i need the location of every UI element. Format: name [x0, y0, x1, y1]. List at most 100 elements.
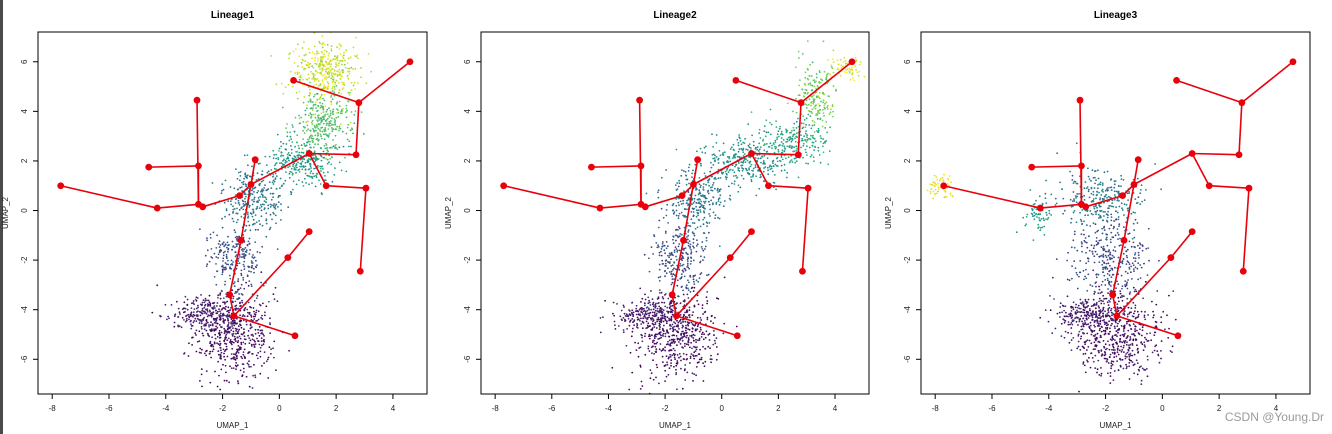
data-point [630, 335, 633, 338]
data-point [314, 93, 316, 96]
data-point [258, 343, 261, 346]
data-point [228, 314, 231, 317]
data-point [681, 169, 683, 172]
data-point [1099, 317, 1102, 320]
data-point [1112, 360, 1115, 363]
data-point [257, 332, 260, 334]
data-point [712, 211, 715, 214]
data-point [657, 316, 660, 319]
data-point [208, 309, 211, 312]
data-point [332, 78, 335, 81]
data-point [665, 343, 668, 346]
data-point [665, 355, 668, 357]
data-point [213, 329, 216, 332]
data-point [708, 339, 711, 341]
trajectory-node [748, 150, 755, 157]
data-point [179, 313, 181, 315]
data-point [223, 201, 226, 204]
data-point [1114, 327, 1116, 329]
data-point [327, 150, 330, 153]
data-point [656, 310, 659, 313]
data-point [703, 256, 706, 259]
data-point [1116, 343, 1118, 345]
data-point [317, 138, 320, 141]
data-point [210, 356, 213, 359]
data-point [1132, 286, 1135, 289]
data-point [216, 342, 219, 345]
data-point [242, 200, 245, 203]
data-point [793, 146, 796, 149]
data-point [1153, 331, 1156, 334]
data-point [714, 154, 716, 157]
data-point [781, 133, 784, 136]
data-point [319, 95, 322, 98]
data-point [1063, 319, 1066, 322]
data-point [695, 338, 697, 341]
data-point [269, 332, 271, 334]
data-point [734, 156, 736, 159]
data-point [759, 137, 762, 139]
data-point [336, 112, 338, 114]
data-point [238, 171, 240, 174]
data-point [812, 156, 815, 159]
data-point [691, 347, 693, 350]
data-point [270, 348, 272, 351]
data-point [324, 43, 326, 46]
data-point [340, 169, 343, 172]
data-point [251, 333, 254, 336]
data-point [212, 345, 215, 348]
data-point [1150, 339, 1153, 342]
data-point [620, 309, 623, 312]
data-point [819, 135, 822, 137]
data-point [215, 263, 217, 265]
data-point [676, 331, 679, 334]
data-point [167, 315, 170, 318]
data-point [719, 201, 722, 204]
data-point [810, 127, 813, 130]
data-point [686, 236, 688, 238]
x-tick-label: 0 [720, 404, 725, 413]
data-point [260, 337, 263, 339]
data-point [668, 339, 671, 342]
data-point [714, 342, 717, 345]
data-point [724, 170, 727, 173]
data-point [705, 296, 708, 299]
data-point [1119, 306, 1122, 309]
data-point [648, 270, 651, 273]
data-point [225, 209, 228, 212]
data-point [716, 297, 718, 300]
data-point [331, 156, 333, 159]
data-point [204, 254, 207, 257]
data-point [744, 161, 747, 164]
data-point [672, 334, 675, 337]
data-point [822, 151, 825, 154]
trajectory-node [500, 182, 508, 190]
data-point [183, 319, 185, 321]
data-point [666, 316, 669, 319]
data-point [320, 72, 323, 74]
data-point [738, 148, 741, 151]
data-point [1113, 370, 1116, 372]
data-point [243, 335, 246, 338]
data-point [327, 134, 330, 137]
data-point [698, 191, 701, 194]
data-point [334, 66, 337, 68]
data-point [704, 336, 707, 339]
data-point [1122, 335, 1125, 338]
data-point [682, 202, 685, 205]
data-point [797, 94, 800, 97]
data-point [298, 147, 300, 150]
data-point [265, 219, 268, 222]
data-point [249, 204, 251, 207]
data-point [280, 155, 282, 158]
data-point [672, 242, 675, 245]
data-point [227, 263, 230, 266]
data-point [703, 365, 706, 368]
data-point [290, 152, 293, 154]
data-point [276, 248, 279, 251]
data-point [691, 172, 694, 175]
data-point [681, 257, 683, 259]
data-point [1072, 337, 1075, 339]
data-point [662, 263, 665, 265]
data-point [1134, 328, 1136, 330]
